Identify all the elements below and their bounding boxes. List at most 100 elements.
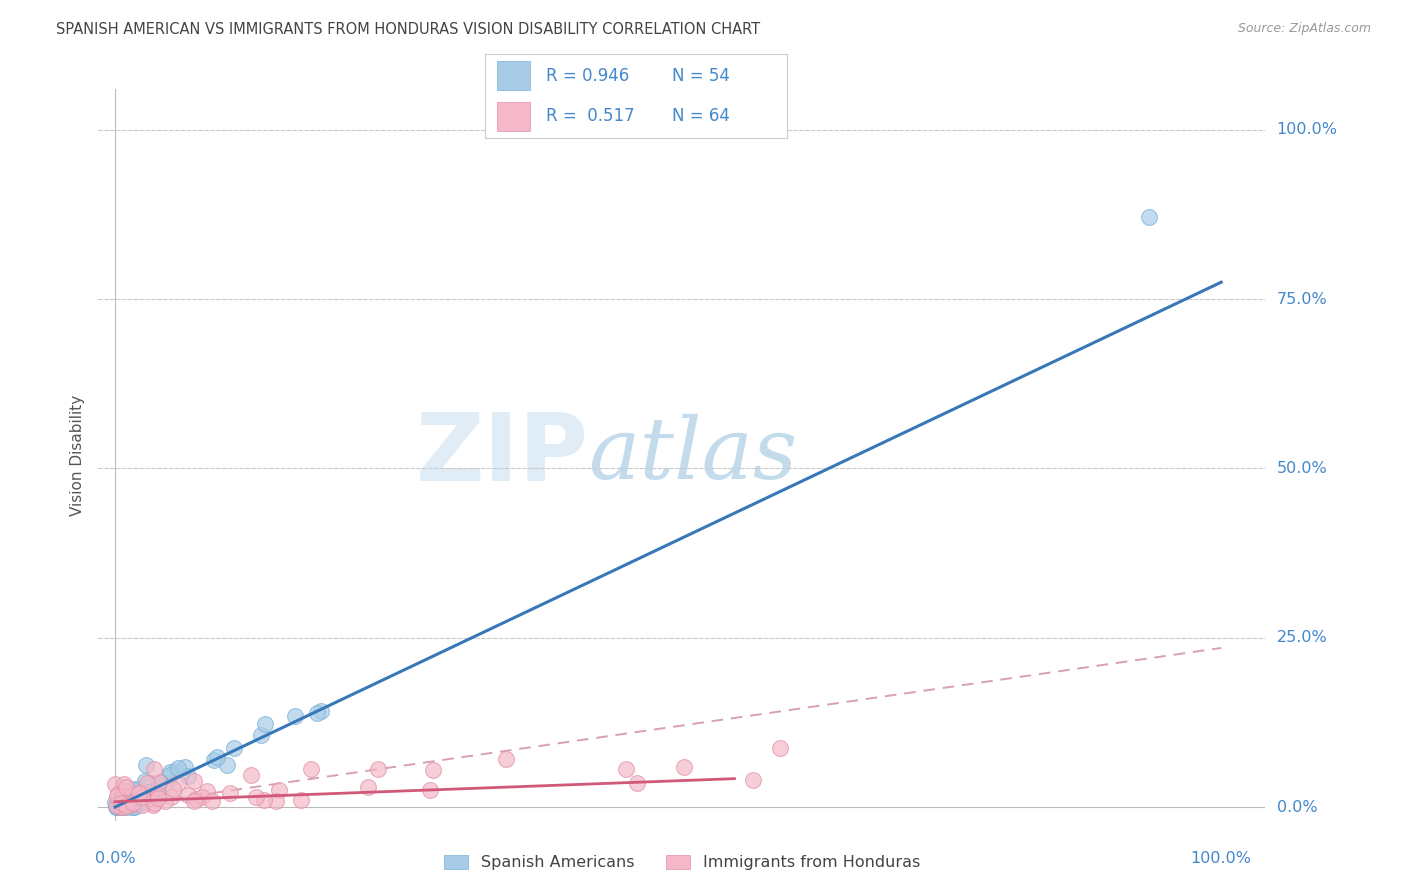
Point <box>122 781 145 796</box>
Point <box>205 750 228 764</box>
Point <box>142 762 165 776</box>
Point <box>118 784 141 798</box>
Point <box>139 776 162 790</box>
Point <box>111 789 134 803</box>
Point <box>114 797 136 812</box>
FancyBboxPatch shape <box>498 62 530 90</box>
Text: N = 54: N = 54 <box>672 67 730 85</box>
Point <box>121 797 143 811</box>
Point <box>143 788 166 802</box>
Text: R =  0.517: R = 0.517 <box>546 107 634 125</box>
Point <box>239 768 262 782</box>
Point <box>367 762 389 776</box>
Point <box>149 774 172 789</box>
Point <box>129 796 152 810</box>
Point <box>146 791 169 805</box>
Point <box>120 789 142 803</box>
Point <box>290 793 312 807</box>
Point <box>419 782 441 797</box>
Point <box>218 786 240 800</box>
Point <box>105 789 128 804</box>
Point <box>122 800 145 814</box>
Text: 75.0%: 75.0% <box>1277 292 1327 307</box>
Point <box>769 741 792 756</box>
Point <box>134 773 156 788</box>
Point <box>107 787 129 801</box>
FancyBboxPatch shape <box>498 102 530 130</box>
Text: Source: ZipAtlas.com: Source: ZipAtlas.com <box>1237 22 1371 36</box>
Point <box>111 800 134 814</box>
Point <box>357 780 380 795</box>
Point <box>148 788 170 802</box>
Point <box>1137 210 1160 224</box>
Point <box>110 796 132 810</box>
Point <box>422 764 444 778</box>
Point <box>131 790 153 805</box>
Point <box>250 728 273 742</box>
Point <box>128 782 150 797</box>
Point <box>142 786 165 800</box>
Point <box>166 761 188 775</box>
Point <box>253 792 276 806</box>
Point <box>136 776 159 790</box>
Point <box>129 785 152 799</box>
Text: ZIP: ZIP <box>416 409 589 501</box>
Point <box>173 759 195 773</box>
Point <box>117 797 139 811</box>
Point <box>114 780 136 795</box>
Point <box>112 794 135 808</box>
Point <box>215 758 238 772</box>
Text: R = 0.946: R = 0.946 <box>546 67 628 85</box>
Y-axis label: Vision Disability: Vision Disability <box>69 394 84 516</box>
Point <box>269 783 291 797</box>
Point <box>115 800 138 814</box>
Point <box>202 754 225 768</box>
Point <box>284 708 307 723</box>
Text: 0.0%: 0.0% <box>94 851 135 866</box>
Point <box>253 717 276 731</box>
Point <box>183 774 205 789</box>
Point <box>122 800 145 814</box>
Point <box>142 796 165 810</box>
Text: 100.0%: 100.0% <box>1277 122 1337 137</box>
Point <box>245 790 267 805</box>
Point <box>104 777 127 791</box>
Point <box>111 789 134 803</box>
Point <box>110 800 132 814</box>
Point <box>120 789 142 804</box>
Point <box>107 800 129 814</box>
Point <box>141 790 163 805</box>
Point <box>138 785 160 799</box>
Point <box>614 762 637 776</box>
Point <box>201 794 224 808</box>
Point <box>115 796 138 810</box>
Point <box>159 789 181 804</box>
Point <box>183 794 205 808</box>
Point <box>110 799 132 814</box>
Text: N = 64: N = 64 <box>672 107 730 125</box>
Point <box>177 768 200 782</box>
Point <box>114 797 136 811</box>
Point <box>111 799 134 814</box>
Point <box>299 762 322 776</box>
Point <box>495 752 517 766</box>
Text: 25.0%: 25.0% <box>1277 631 1327 645</box>
Legend: Spanish Americans, Immigrants from Honduras: Spanish Americans, Immigrants from Hondu… <box>436 847 928 879</box>
Point <box>120 798 142 813</box>
Point <box>176 788 198 802</box>
Point <box>112 784 135 798</box>
Point <box>105 797 128 811</box>
Point <box>108 800 131 814</box>
Point <box>742 773 765 788</box>
Point <box>112 777 135 791</box>
Point <box>148 775 170 789</box>
Point <box>104 795 127 809</box>
Text: atlas: atlas <box>589 414 797 496</box>
Point <box>155 776 177 790</box>
Text: SPANISH AMERICAN VS IMMIGRANTS FROM HONDURAS VISION DISABILITY CORRELATION CHART: SPANISH AMERICAN VS IMMIGRANTS FROM HOND… <box>56 22 761 37</box>
Point <box>309 704 332 718</box>
Text: 50.0%: 50.0% <box>1277 461 1327 476</box>
Point <box>307 706 329 720</box>
Point <box>112 793 135 807</box>
Point <box>110 796 132 810</box>
